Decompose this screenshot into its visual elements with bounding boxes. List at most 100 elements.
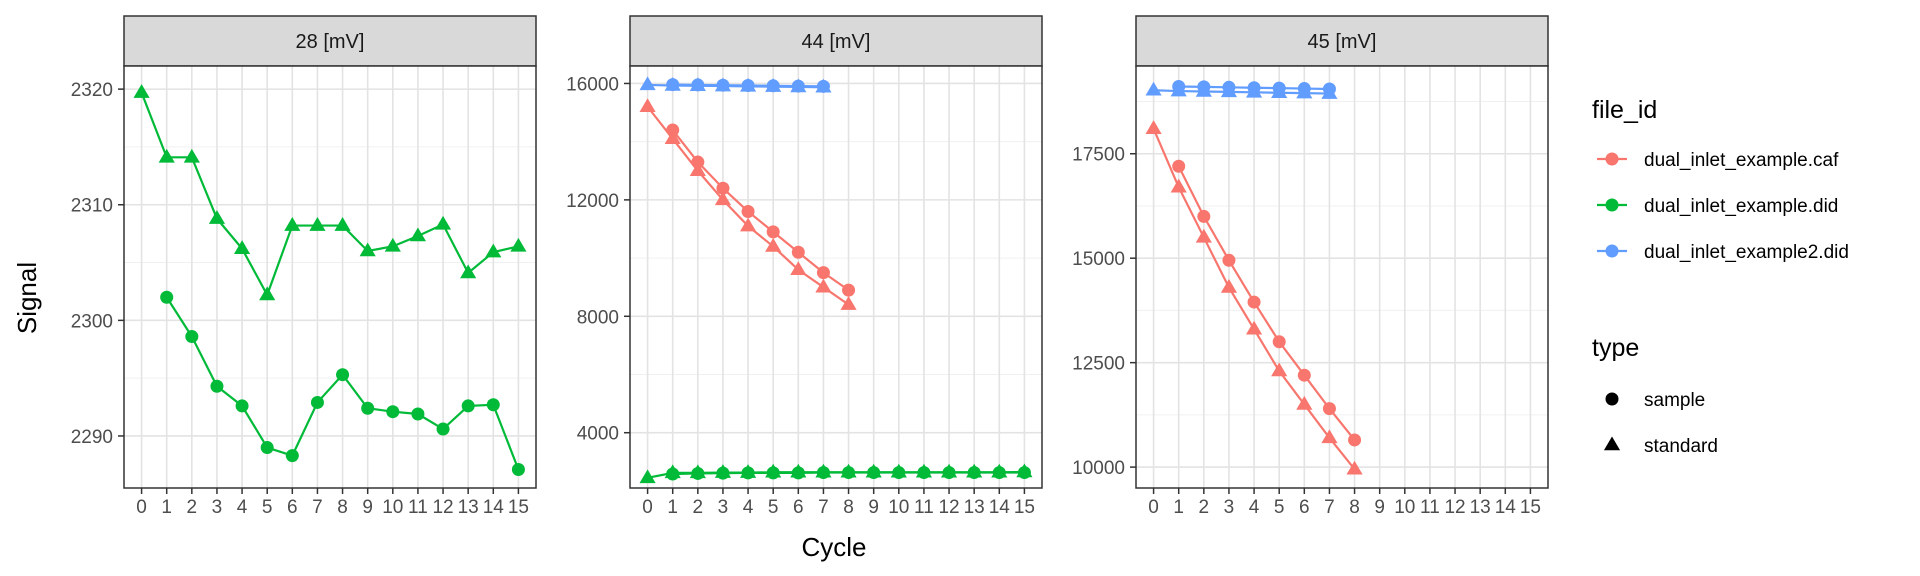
x-tick-label: 2 <box>693 497 704 518</box>
x-tick-label: 13 <box>458 497 479 518</box>
data-point-standard <box>765 237 782 252</box>
data-point-sample <box>741 78 755 92</box>
x-tick-label: 9 <box>1374 497 1385 518</box>
legend-item-label: sample <box>1644 390 1705 411</box>
x-tick-label: 7 <box>1324 497 1335 518</box>
data-point-sample <box>666 123 680 137</box>
x-tick-label: 5 <box>262 497 273 518</box>
data-point-sample <box>942 466 956 480</box>
y-tick-label: 12500 <box>1072 354 1125 375</box>
data-point-sample <box>741 466 755 480</box>
legend-key-point <box>1605 198 1619 212</box>
x-tick-label: 11 <box>914 497 934 518</box>
data-point-sample <box>411 407 425 421</box>
x-axis-title: Cycle <box>801 532 866 562</box>
data-point-sample <box>716 181 730 195</box>
data-point-sample <box>1222 253 1236 267</box>
legend-item-label: dual_inlet_example2.did <box>1644 242 1849 263</box>
x-tick-label: 3 <box>212 497 223 518</box>
x-tick-label: 4 <box>237 497 248 518</box>
data-point-standard <box>1170 178 1187 193</box>
x-tick-label: 1 <box>161 497 172 518</box>
data-point-sample <box>766 225 780 239</box>
data-point-standard <box>840 296 857 310</box>
data-point-sample <box>791 245 805 259</box>
data-point-sample <box>691 466 705 480</box>
legend-key-circle <box>1605 392 1619 406</box>
data-point-standard <box>1195 228 1212 243</box>
data-point-sample <box>185 330 199 344</box>
data-point-sample <box>1172 79 1186 93</box>
y-tick-label: 17500 <box>1072 145 1125 166</box>
data-point-sample <box>1272 81 1286 95</box>
series-line <box>1177 165 1356 441</box>
data-point-sample <box>791 79 805 93</box>
data-point-sample <box>791 466 805 480</box>
data-point-standard <box>409 227 427 242</box>
x-tick-label: 7 <box>312 497 323 518</box>
x-tick-label: 14 <box>1495 497 1517 518</box>
x-tick-label: 1 <box>667 497 678 518</box>
data-point-standard <box>309 217 326 231</box>
data-point-sample <box>1322 82 1336 96</box>
x-tick-label: 0 <box>1148 497 1159 518</box>
data-point-sample <box>1272 335 1286 349</box>
data-point-sample <box>867 466 881 480</box>
data-point-standard <box>510 237 527 252</box>
data-point-standard <box>158 148 175 163</box>
x-tick-label: 13 <box>1470 497 1491 518</box>
legend-title-type: type <box>1592 334 1639 362</box>
data-point-standard <box>639 98 656 113</box>
x-tick-label: 13 <box>964 497 985 518</box>
data-point-standard <box>689 162 706 177</box>
y-tick-label: 2320 <box>71 80 113 101</box>
panel-strip-label: 45 [mV] <box>1308 31 1377 53</box>
data-point-sample <box>160 290 174 304</box>
data-point-sample <box>892 466 906 480</box>
x-tick-label: 8 <box>1349 497 1360 518</box>
y-tick-label: 15000 <box>1072 249 1125 270</box>
panel-strip-label: 44 [mV] <box>802 31 871 53</box>
data-point-sample <box>842 283 856 297</box>
legend-item-type: sample <box>1605 390 1705 411</box>
x-tick-label: 14 <box>989 497 1011 518</box>
data-point-sample <box>1222 80 1236 94</box>
x-tick-label: 2 <box>187 497 198 518</box>
x-tick-label: 1 <box>1173 497 1184 518</box>
legend-key-point <box>1605 152 1619 166</box>
data-point-standard <box>1245 320 1263 335</box>
data-point-standard <box>714 191 732 206</box>
x-tick-label: 3 <box>718 497 729 518</box>
x-tick-label: 5 <box>768 497 779 518</box>
x-tick-label: 7 <box>818 497 829 518</box>
data-point-sample <box>842 466 856 480</box>
data-point-standard <box>259 286 276 301</box>
y-tick-label: 10000 <box>1072 458 1125 479</box>
data-point-sample <box>691 155 705 169</box>
x-tick-label: 2 <box>1199 497 1210 518</box>
panel-strip-label: 28 [mV] <box>296 31 365 53</box>
legend-item-label: dual_inlet_example.did <box>1644 196 1838 217</box>
data-point-sample <box>816 79 830 93</box>
data-point-standard <box>1346 460 1363 475</box>
data-point-sample <box>361 401 375 415</box>
data-point-sample <box>336 368 350 382</box>
panel-strip <box>629 15 1043 67</box>
data-point-standard <box>359 242 376 257</box>
data-point-sample <box>917 466 931 480</box>
data-point-sample <box>666 467 680 481</box>
x-tick-label: 6 <box>287 497 298 518</box>
data-point-sample <box>386 405 400 419</box>
data-point-sample <box>1017 466 1031 480</box>
data-point-sample <box>816 266 830 280</box>
legend-item-type: standard <box>1603 436 1718 457</box>
data-point-standard <box>460 264 477 279</box>
legend-title-file-id: file_id <box>1592 96 1657 124</box>
data-point-sample <box>1197 209 1211 223</box>
data-point-sample <box>461 399 475 413</box>
y-axis-title: Signal <box>12 262 42 334</box>
data-point-sample <box>511 463 525 477</box>
data-point-sample <box>285 449 299 463</box>
